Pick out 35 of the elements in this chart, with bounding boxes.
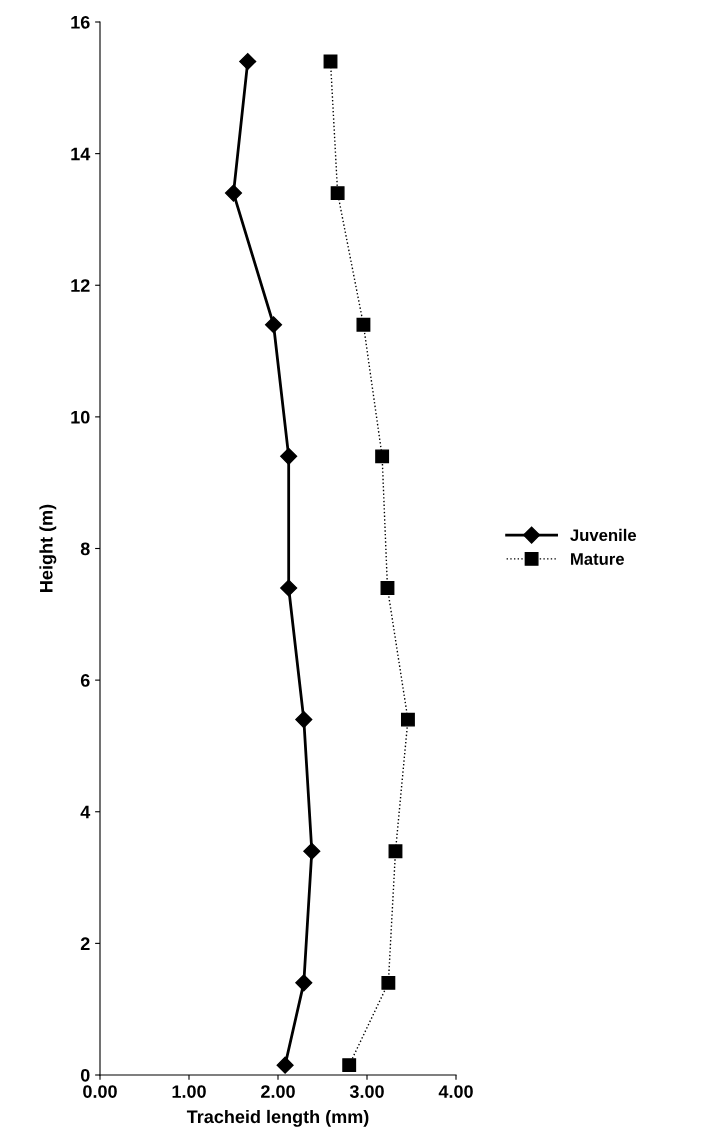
- point: [264, 316, 283, 334]
- point: [400, 712, 415, 727]
- point: [303, 842, 321, 860]
- point: [276, 1056, 294, 1074]
- y-tick-label: 14: [71, 147, 91, 161]
- y-tick-label: 12: [71, 279, 90, 292]
- legend-label: Juvenile: [570, 528, 637, 542]
- point: [381, 975, 396, 990]
- x-tick-label: 4.00: [438, 1085, 473, 1098]
- x-axis-title: Tracheid length (mm): [186, 1109, 369, 1127]
- y-tick-label: 10: [71, 410, 90, 424]
- x-tick-label: 2.00: [261, 1085, 295, 1098]
- y-axis-title: Height (m): [39, 504, 57, 592]
- point: [280, 579, 298, 597]
- point: [380, 581, 395, 595]
- x-tick-label: 1.00: [172, 1085, 206, 1098]
- y-tick-label: 2: [80, 937, 90, 950]
- y-tick-label: 0: [80, 1068, 90, 1082]
- x-tick-label: 0.00: [83, 1085, 117, 1098]
- point: [239, 52, 257, 71]
- point: [330, 186, 345, 201]
- point: [375, 449, 390, 464]
- y-tick-label: 6: [80, 674, 90, 687]
- x-tick-label: 3.00: [349, 1085, 384, 1099]
- point: [224, 184, 243, 202]
- point: [388, 844, 403, 859]
- point: [280, 447, 298, 465]
- y-tick-label: 8: [80, 542, 90, 556]
- point: [295, 974, 313, 992]
- y-tick-label: 4: [80, 805, 91, 819]
- y-tick-label: 16: [71, 15, 90, 29]
- point: [356, 317, 371, 332]
- legend-label: Mature: [571, 553, 624, 565]
- point: [295, 711, 313, 729]
- point: [342, 1058, 357, 1073]
